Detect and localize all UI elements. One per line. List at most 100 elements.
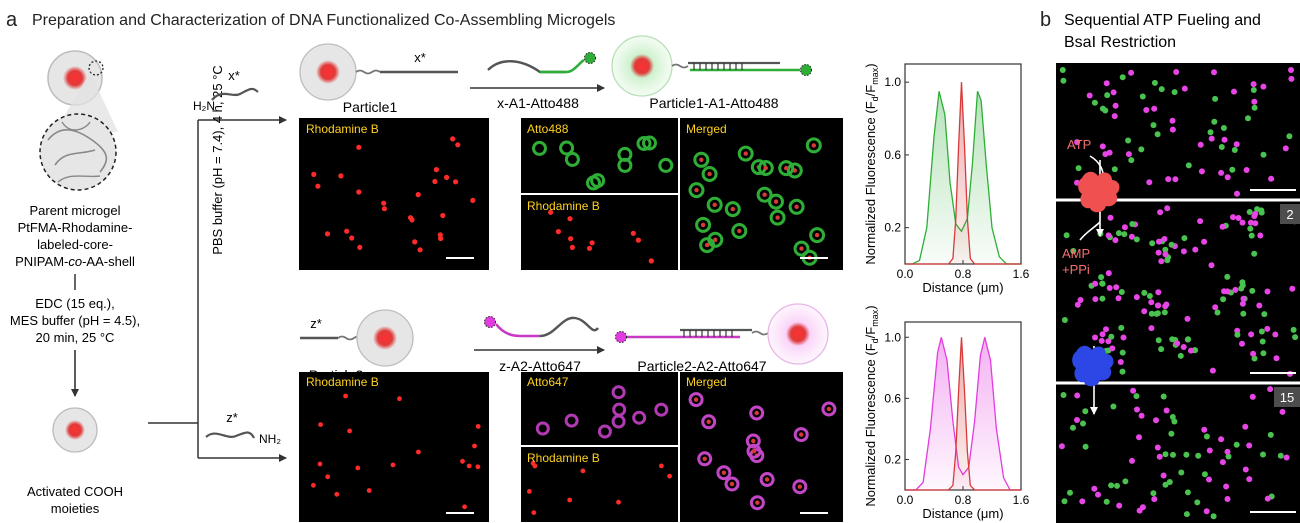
particle <box>1129 457 1135 464</box>
particle <box>1117 359 1124 365</box>
particle <box>1109 345 1116 352</box>
ring <box>805 137 822 154</box>
spot <box>555 229 562 235</box>
particle <box>1168 430 1175 437</box>
particle <box>1133 393 1140 400</box>
spot <box>357 244 363 250</box>
particle <box>1260 350 1267 357</box>
particle <box>1251 213 1258 220</box>
ring-core <box>764 477 770 482</box>
particle <box>1264 288 1271 295</box>
particle <box>1272 331 1279 338</box>
particle <box>1264 325 1271 332</box>
y-tick-label: 0.6 <box>884 391 901 405</box>
spot <box>531 510 537 515</box>
particle <box>1067 489 1073 496</box>
ring <box>701 166 718 182</box>
particle <box>1231 88 1237 95</box>
particle <box>1121 224 1128 231</box>
particle <box>1170 451 1176 458</box>
particle <box>1259 338 1266 345</box>
ring <box>699 237 716 254</box>
spot <box>349 235 355 241</box>
image-top-rhodamine-label: Rhodamine B <box>306 122 379 136</box>
ring-core <box>755 500 760 505</box>
particle <box>1113 284 1120 291</box>
spot <box>366 488 372 493</box>
ring <box>688 182 705 199</box>
particle <box>1201 471 1208 478</box>
particle <box>1141 289 1148 296</box>
y-tick-label: 0.6 <box>884 148 901 162</box>
particle <box>1224 496 1231 502</box>
particle <box>1162 246 1169 253</box>
spot <box>325 474 331 480</box>
particle <box>1258 209 1265 216</box>
particle <box>1250 87 1257 93</box>
ring <box>809 227 826 244</box>
spot <box>338 173 344 179</box>
particle <box>1223 483 1230 490</box>
top-merged-rings <box>688 137 826 266</box>
spot <box>472 443 477 449</box>
top-atto488-rhodamine-spots <box>548 209 654 264</box>
particle <box>1092 334 1098 341</box>
ring <box>532 140 547 156</box>
particle <box>1060 77 1067 84</box>
ring-core <box>814 232 820 238</box>
ring <box>737 145 754 162</box>
image-bottom-rhodamine-label: Rhodamine B <box>306 375 379 389</box>
particle <box>1252 220 1259 227</box>
particle <box>1168 241 1175 248</box>
particle <box>1249 287 1256 294</box>
particle <box>1161 309 1168 316</box>
parent-caption-line1: Parent microgel <box>29 203 120 218</box>
particle <box>1080 420 1086 427</box>
particle <box>1077 297 1084 303</box>
particle <box>1248 232 1255 239</box>
ring-core <box>754 410 759 416</box>
series-area-magenta <box>905 337 1021 490</box>
particle <box>1264 495 1271 502</box>
particle <box>1214 309 1221 316</box>
ring-core <box>784 165 789 171</box>
particle <box>1251 250 1258 257</box>
ring-core <box>799 432 804 437</box>
top-amine-label: H₂N <box>193 99 215 113</box>
badge-15: 15 <box>1274 387 1300 407</box>
series-line-red <box>905 337 1021 491</box>
panel-b-title-line2: BsaI Restriction <box>1064 34 1176 51</box>
particle <box>1210 513 1217 520</box>
spot <box>580 468 586 474</box>
particle <box>1243 167 1250 173</box>
particle <box>1074 417 1080 423</box>
particle <box>1122 478 1129 485</box>
zoom-inset <box>39 113 117 191</box>
particle <box>1091 99 1098 106</box>
x-tick-label: 1.6 <box>1013 267 1030 281</box>
particle <box>1158 258 1165 265</box>
ring <box>821 401 837 417</box>
particle <box>1095 491 1101 498</box>
particle <box>1171 89 1178 96</box>
spot <box>527 489 532 494</box>
spot <box>356 189 362 195</box>
particle <box>1172 176 1179 183</box>
particle <box>1261 311 1268 318</box>
particle <box>1234 331 1241 338</box>
particle <box>1181 85 1188 92</box>
ppi-label: +PPi <box>1062 262 1090 277</box>
particle <box>1235 215 1242 221</box>
particle <box>1110 403 1117 410</box>
particle <box>1224 288 1231 295</box>
particle <box>1247 219 1254 226</box>
particle <box>1082 443 1089 450</box>
particle <box>1178 469 1185 476</box>
particle <box>1079 498 1086 505</box>
ring-core <box>799 246 804 251</box>
particle <box>1209 367 1216 374</box>
particle <box>1148 299 1155 306</box>
particle <box>1246 209 1253 215</box>
particle <box>1111 113 1118 120</box>
particle <box>1070 248 1077 254</box>
